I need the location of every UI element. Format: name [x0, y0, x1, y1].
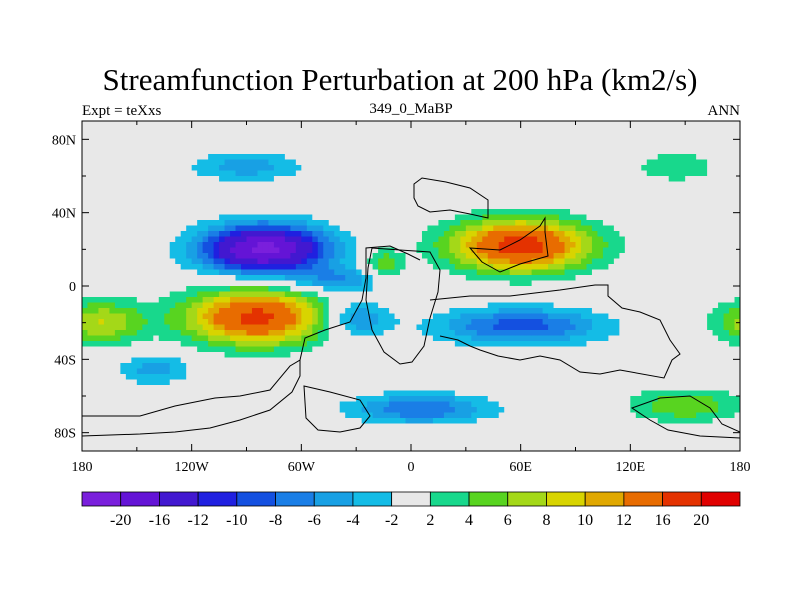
colorbar: -20 -16 -12 -10 -8 -6 -4 -2 2 4 6 8 10 12 16 20	[81, 491, 741, 529]
colorbar-label: -6	[308, 512, 321, 529]
x-tick-label: 120E	[616, 460, 646, 475]
colorbar-label: 10	[577, 512, 593, 529]
colorbar-label: 20	[693, 512, 709, 529]
y-tick-label: 40N	[52, 207, 76, 222]
colorbar-label: -2	[385, 512, 398, 529]
coastlines	[82, 177, 740, 439]
colorbar-label: 2	[426, 512, 434, 529]
coastline-americas	[82, 245, 421, 417]
colorbar-label: -8	[269, 512, 282, 529]
x-tick-label: 60E	[509, 460, 532, 475]
contour-field	[82, 121, 740, 451]
colorbar-box	[159, 491, 199, 507]
y-tick-label: 0	[69, 280, 76, 295]
coastline-australia	[630, 395, 740, 439]
colorbar-label: 8	[542, 512, 550, 529]
chart-title: Streamfunction Perturbation at 200 hPa (…	[102, 62, 698, 97]
center-subtitle: 349_0_MaBP	[369, 101, 453, 117]
colorbar-box	[429, 491, 470, 507]
coastline-asia	[468, 216, 549, 273]
colorbar-box	[700, 491, 741, 507]
x-tick-label: 0	[408, 460, 415, 475]
colorbar-label: -10	[226, 512, 247, 529]
left-subtitle: Expt = teXxs	[82, 103, 162, 119]
right-subtitle: ANN	[707, 103, 741, 119]
coastline-europe	[413, 177, 489, 219]
colorbar-box	[662, 491, 702, 507]
coastline-africa	[365, 247, 441, 365]
colorbar-box	[623, 491, 663, 507]
colorbar-box	[391, 491, 431, 507]
colorbar-label: 4	[465, 512, 473, 529]
colorbar-box	[236, 491, 276, 507]
colorbar-box	[584, 491, 625, 507]
colorbar-box	[352, 491, 393, 507]
y-tick-label: 80N	[52, 133, 76, 148]
colorbar-box	[120, 491, 160, 507]
coastline-antarctic-peninsula	[303, 385, 371, 433]
colorbar-label: -4	[346, 512, 359, 529]
x-tick-label: 120W	[175, 460, 210, 475]
y-tick-label: 80S	[54, 427, 76, 442]
colorbar-label: 6	[504, 512, 512, 529]
colorbar-box	[546, 491, 586, 507]
colorbar-box	[81, 491, 122, 507]
x-tick-label: 60W	[288, 460, 316, 475]
y-tick-label: 40S	[54, 353, 76, 368]
coastline-south-america-east	[82, 360, 301, 437]
colorbar-label: 16	[655, 512, 671, 529]
colorbar-label: -20	[110, 512, 131, 529]
axes: 180 120W 60W 0 60E 120E 180 80N 40N 0 40S 80S	[52, 121, 751, 475]
colorbar-box	[313, 491, 354, 507]
colorbar-label: -16	[149, 512, 170, 529]
coastline-indian-margin	[429, 284, 681, 379]
x-tick-label: 180	[72, 460, 93, 475]
x-tick-label: 180	[730, 460, 751, 475]
colorbar-label: -12	[187, 512, 208, 529]
colorbar-box	[507, 491, 547, 507]
colorbar-label: 12	[616, 512, 632, 529]
colorbar-box	[275, 491, 315, 507]
colorbar-box	[197, 491, 238, 507]
colorbar-box	[468, 491, 509, 507]
